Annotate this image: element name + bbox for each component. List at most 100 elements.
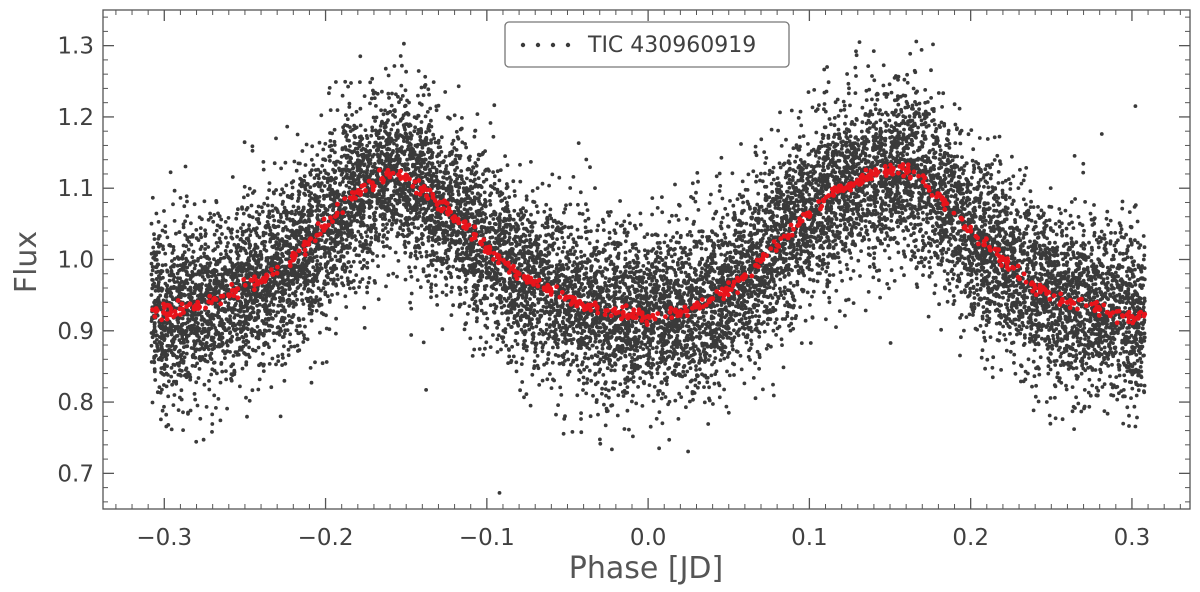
raw-data-point [279, 308, 284, 313]
raw-data-point [285, 124, 290, 129]
raw-data-point [1079, 371, 1084, 376]
raw-data-point [395, 201, 400, 206]
raw-data-point [887, 256, 892, 260]
raw-data-point [856, 147, 861, 152]
raw-data-point [358, 54, 363, 59]
raw-data-point [616, 393, 621, 398]
raw-data-point [569, 225, 574, 230]
raw-data-point [1029, 199, 1033, 204]
raw-data-point [722, 232, 727, 237]
raw-data-point [830, 174, 835, 179]
raw-data-point [1110, 362, 1114, 367]
raw-data-point [872, 265, 877, 270]
raw-data-point [296, 285, 301, 290]
raw-data-point [667, 399, 672, 404]
raw-data-point [879, 222, 884, 227]
raw-data-point [701, 282, 706, 286]
raw-data-point [287, 340, 292, 344]
raw-data-point [1142, 245, 1147, 250]
raw-data-point [688, 399, 692, 404]
raw-data-point [825, 65, 829, 69]
raw-data-point [456, 84, 461, 89]
raw-data-point [535, 246, 540, 250]
raw-data-point [435, 303, 440, 307]
raw-data-point [1028, 239, 1032, 244]
raw-data-point [980, 316, 985, 321]
raw-data-point [290, 185, 295, 190]
raw-data-point [524, 392, 529, 396]
raw-data-point [981, 175, 986, 180]
raw-data-point [1052, 383, 1057, 387]
raw-data-point [917, 199, 922, 204]
raw-data-point [650, 375, 654, 380]
raw-data-point [919, 48, 924, 52]
raw-data-point [265, 196, 270, 201]
raw-data-point [154, 270, 159, 275]
raw-data-point [583, 219, 588, 223]
raw-data-point [612, 387, 616, 391]
raw-data-point [433, 274, 438, 279]
raw-data-point [881, 83, 886, 88]
raw-data-point [434, 268, 439, 272]
raw-data-point [746, 240, 751, 245]
raw-data-point [984, 323, 989, 328]
raw-data-point [438, 169, 443, 174]
raw-data-point [419, 85, 424, 90]
raw-data-point [1090, 223, 1095, 227]
raw-data-point [814, 130, 819, 135]
raw-data-point [727, 373, 732, 378]
raw-data-point [756, 211, 761, 216]
raw-data-point [1125, 274, 1130, 278]
raw-data-point [212, 213, 217, 217]
raw-data-point [358, 106, 363, 111]
raw-data-point [271, 331, 276, 335]
raw-data-point [1142, 253, 1147, 258]
raw-data-point [743, 316, 748, 321]
raw-data-point [759, 217, 764, 222]
raw-data-point [280, 352, 285, 357]
raw-data-point [280, 285, 284, 290]
raw-data-point [911, 86, 916, 91]
raw-data-point [291, 291, 295, 296]
raw-data-point [1089, 252, 1094, 256]
raw-data-point [515, 342, 520, 347]
raw-data-point [1104, 338, 1109, 343]
raw-data-point [933, 283, 938, 288]
raw-data-point [556, 403, 560, 407]
raw-data-point [293, 289, 298, 294]
raw-data-point [218, 256, 223, 261]
raw-data-point [904, 198, 909, 203]
raw-data-point [667, 219, 672, 224]
raw-data-point [1112, 257, 1116, 261]
raw-data-point [550, 224, 555, 229]
raw-data-point [815, 279, 820, 284]
raw-data-point [646, 393, 651, 398]
raw-data-point [293, 212, 297, 217]
raw-data-point [715, 303, 720, 308]
raw-data-point [240, 292, 244, 296]
raw-data-point [328, 108, 333, 112]
raw-data-point [984, 218, 988, 223]
raw-data-point [211, 248, 216, 253]
raw-data-point [832, 135, 836, 139]
raw-data-point [323, 141, 328, 146]
raw-data-point [972, 296, 977, 300]
raw-data-point [301, 340, 306, 344]
raw-data-point [1111, 341, 1115, 345]
raw-data-point [156, 220, 161, 224]
raw-data-point [967, 312, 972, 317]
raw-data-point [673, 252, 677, 257]
raw-data-point [378, 214, 383, 219]
raw-data-point [749, 338, 753, 343]
raw-data-point [585, 208, 590, 213]
raw-data-point [1057, 207, 1062, 211]
raw-data-point [1022, 249, 1026, 253]
raw-data-point [164, 357, 169, 362]
raw-data-point [150, 400, 155, 405]
raw-data-point [323, 290, 328, 295]
raw-data-point [366, 280, 371, 285]
raw-data-point [1051, 333, 1055, 338]
raw-data-point [267, 188, 271, 193]
raw-data-point [322, 196, 326, 201]
raw-data-point [1006, 298, 1011, 302]
